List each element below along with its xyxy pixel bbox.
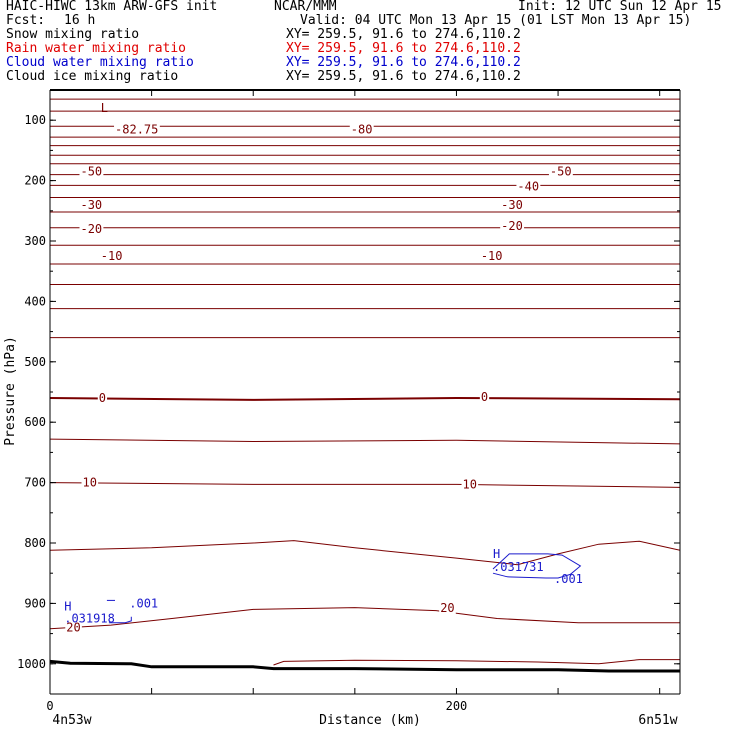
contour-label: 20 <box>66 621 80 635</box>
extremum-label: .001 <box>554 572 583 586</box>
contour-label-bg <box>548 165 573 178</box>
cloud-water-contour <box>492 553 582 579</box>
field-xy-cloud-ice: XY= 259.5, 91.6 to 274.6,110.2 <box>286 69 521 84</box>
contour-label-bg <box>461 478 479 491</box>
field-xy-snow: XY= 259.5, 91.6 to 274.6,110.2 <box>286 27 521 42</box>
y-tick-label: 200 <box>24 174 46 188</box>
isotherm-line <box>49 607 680 630</box>
contour-label-bg <box>114 123 160 136</box>
contour-label: -82.75 <box>115 122 158 136</box>
field-xy-cloud-water: XY= 259.5, 91.6 to 274.6,110.2 <box>286 55 521 70</box>
contour-label: -50 <box>550 165 572 179</box>
header-org: NCAR/MMM <box>274 0 337 14</box>
contour-label: -50 <box>80 165 102 179</box>
header-model: HAIC-HIWC 13km ARW-GFS init <box>6 0 218 14</box>
extremum-label: .031918 <box>64 612 115 626</box>
contour-label: -80 <box>351 122 373 136</box>
y-tick-label: 300 <box>24 234 46 248</box>
contour-label: 20 <box>440 601 454 615</box>
header-valid: Valid: 04 UTC Mon 13 Apr 15 (01 LST Mon … <box>300 13 692 28</box>
y-axis-label: Pressure (hPa) <box>3 336 18 446</box>
contour-label: -30 <box>501 198 523 212</box>
extremum-label: .031731 <box>493 560 544 574</box>
right-endpoint-label: 6n51w <box>638 713 677 728</box>
extremum-label: .001 <box>129 596 158 610</box>
contour-label: -20 <box>501 219 523 233</box>
x-tick-label: 0 <box>46 699 53 713</box>
contour-label-bg <box>479 250 504 263</box>
contour-label: -30 <box>80 198 102 212</box>
header-fcst-value: 16 h <box>64 13 96 28</box>
extremum-label: H <box>64 599 71 613</box>
contour-label: -20 <box>80 222 102 236</box>
contour-label: 10 <box>463 477 477 491</box>
header-init: Init: 12 UTC Sun 12 Apr 15 <box>518 0 722 14</box>
y-tick-label: 500 <box>24 355 46 369</box>
field-name-cloud-water: Cloud water mixing ratio <box>6 55 194 70</box>
x-tick-label: 200 <box>446 699 468 713</box>
isotherm-line <box>273 659 680 666</box>
contour-label-bg <box>349 123 374 136</box>
contour-label: 0 <box>481 390 488 404</box>
isotherm-line <box>49 540 681 566</box>
contour-label-bg <box>439 602 456 615</box>
contour-label-bg <box>500 219 525 232</box>
contour-label: 10 <box>83 476 97 490</box>
y-tick-label: 1000 <box>17 657 46 671</box>
contour-label: -40 <box>517 180 539 194</box>
contour-label-bg <box>97 392 108 405</box>
x-axis-label: Distance (km) <box>319 713 421 728</box>
isotherm-line <box>49 396 681 401</box>
y-tick-label: 100 <box>24 113 46 127</box>
isotherm-line <box>49 438 681 445</box>
extremum-label: L <box>101 101 108 115</box>
contour-label: -10 <box>101 249 123 263</box>
y-tick-label: 800 <box>24 536 46 550</box>
cloud-water-contour <box>108 616 132 624</box>
field-xy-rain: XY= 259.5, 91.6 to 274.6,110.2 <box>286 41 521 56</box>
contour-label-bg <box>479 390 490 403</box>
contour-label-bg <box>81 476 99 489</box>
terrain-line <box>49 659 680 673</box>
left-endpoint-label: 4n53w <box>52 713 91 728</box>
contour-label-bg <box>516 180 541 193</box>
contour-label-bg <box>79 165 104 178</box>
y-tick-label: 700 <box>24 476 46 490</box>
field-name-rain: Rain water mixing ratio <box>6 41 187 56</box>
field-name-cloud-ice: Cloud ice mixing ratio <box>6 69 179 84</box>
y-tick-label: 600 <box>24 415 46 429</box>
extremum-label: H <box>493 547 500 561</box>
field-name-snow: Snow mixing ratio <box>6 27 140 42</box>
contour-label-bg <box>79 222 104 235</box>
y-tick-label: 900 <box>24 596 46 610</box>
contour-label-bg <box>65 621 82 634</box>
contour-label: -10 <box>481 249 503 263</box>
contour-label-bg <box>99 250 124 263</box>
contour-label-bg <box>79 198 104 211</box>
contour-label-bg <box>500 198 525 211</box>
header-fcst-label: Fcst: <box>6 13 46 28</box>
isotherm-line <box>49 482 681 488</box>
contour-label: 0 <box>99 391 106 405</box>
y-tick-label: 400 <box>24 294 46 308</box>
